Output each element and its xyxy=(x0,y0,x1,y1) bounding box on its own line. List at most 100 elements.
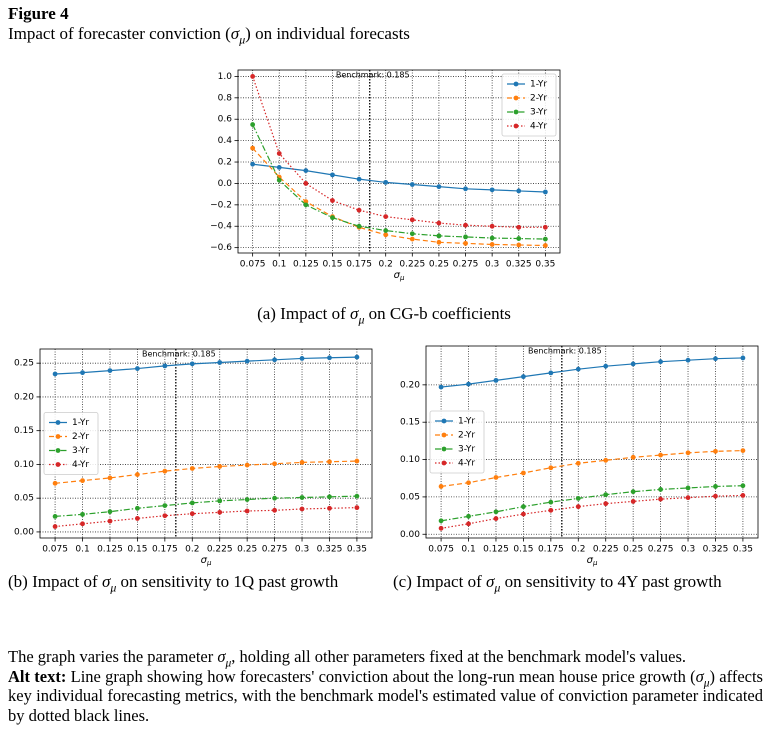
data-point xyxy=(489,223,495,229)
data-point xyxy=(493,475,499,480)
legend-marker xyxy=(513,95,519,101)
legend-marker xyxy=(441,460,447,466)
data-point xyxy=(52,371,58,377)
data-point xyxy=(52,480,58,486)
data-point xyxy=(330,215,335,221)
data-point xyxy=(542,189,548,195)
x-tick-label: 0.225 xyxy=(593,545,619,555)
symbol: σμ xyxy=(231,24,246,47)
data-point xyxy=(409,217,415,223)
text-run: on sensitivity to 1Q past growth xyxy=(116,572,339,591)
x-tick-label: 0.075 xyxy=(240,260,266,270)
caption: (c) Impact of σμ on sensitivity to 4Y pa… xyxy=(393,572,763,595)
data-point xyxy=(303,202,309,208)
data-point xyxy=(685,450,691,456)
data-point xyxy=(327,505,332,511)
data-point xyxy=(356,176,362,182)
x-axis-label: σμ xyxy=(587,555,598,567)
data-point xyxy=(303,168,309,173)
data-point xyxy=(463,240,468,246)
data-point xyxy=(383,214,389,220)
data-point xyxy=(542,243,548,248)
y-tick-label: 1.0 xyxy=(218,72,233,82)
data-point xyxy=(630,454,636,460)
plot-frame xyxy=(39,348,373,539)
legend-label: 4-Yr xyxy=(530,122,547,132)
data-point xyxy=(276,177,282,183)
data-point xyxy=(516,224,522,230)
data-point xyxy=(713,484,718,489)
data-point xyxy=(383,179,389,185)
data-point xyxy=(463,234,468,240)
data-point xyxy=(330,198,335,203)
data-point xyxy=(276,164,282,170)
data-point xyxy=(489,187,495,193)
bold-run: Alt text: xyxy=(8,666,67,686)
symbol-letter: σ xyxy=(587,555,594,566)
symbol-subscript: μ xyxy=(494,580,501,595)
y-tick-label: 0.6 xyxy=(218,115,233,125)
x-tick-label: 0.15 xyxy=(127,545,147,555)
data-point xyxy=(299,356,305,361)
symbol-subscript: μ xyxy=(592,559,598,567)
symbol-subscript: μ xyxy=(703,676,710,689)
text-run: ) on individual forecasts xyxy=(245,24,410,43)
legend-marker xyxy=(513,123,519,129)
data-point xyxy=(521,374,526,380)
legend-label: 2-Yr xyxy=(72,432,89,442)
x-tick-label: 0.15 xyxy=(513,545,533,555)
benchmark-label: Benchmark: 0.185 xyxy=(336,71,410,80)
data-point xyxy=(685,495,691,501)
data-point xyxy=(354,354,360,360)
x-tick-label: 0.3 xyxy=(681,545,695,555)
data-point xyxy=(521,504,526,510)
data-point xyxy=(299,460,305,465)
data-point xyxy=(189,500,195,506)
x-tick-label: 0.35 xyxy=(535,260,555,270)
data-point xyxy=(436,239,442,245)
data-point xyxy=(299,506,305,512)
data-point xyxy=(542,224,548,230)
benchmark-label: Benchmark: 0.185 xyxy=(142,350,216,359)
data-point xyxy=(521,511,526,517)
data-point xyxy=(713,356,718,362)
y-tick-label: 0.20 xyxy=(14,392,34,402)
data-point xyxy=(80,478,85,484)
data-point xyxy=(438,518,444,524)
data-point xyxy=(250,122,256,127)
symbol: σμ xyxy=(486,572,501,595)
series-line xyxy=(441,357,743,388)
data-point xyxy=(80,511,85,517)
symbol-subscript: μ xyxy=(399,274,405,282)
legend-label: 1-Yr xyxy=(530,80,547,90)
figure-label: Figure 4 xyxy=(8,4,69,23)
text-run: (c) Impact of xyxy=(393,572,486,591)
x-tick-label: 0.15 xyxy=(322,260,342,270)
x-axis-label: σμ xyxy=(394,270,405,282)
x-tick-label: 0.2 xyxy=(379,260,393,270)
data-point xyxy=(493,377,499,383)
x-tick-label: 0.25 xyxy=(237,545,257,555)
data-point xyxy=(685,357,691,363)
data-point xyxy=(272,495,277,501)
x-tick-label: 0.325 xyxy=(703,545,729,555)
symbol: σμ xyxy=(350,304,364,325)
symbol-subscript: μ xyxy=(239,32,246,47)
data-point xyxy=(575,496,581,501)
legend-marker xyxy=(55,434,61,439)
symbol-letter: σ xyxy=(101,572,111,591)
data-point xyxy=(466,521,471,527)
data-point xyxy=(489,242,495,247)
data-point xyxy=(162,513,168,519)
data-point xyxy=(463,222,468,228)
caption: (a) Impact of σμ on CG-b coefficients xyxy=(0,304,768,325)
plot-frame xyxy=(425,345,759,539)
symbol: σμ xyxy=(217,647,231,669)
data-point xyxy=(135,505,140,511)
data-point xyxy=(493,509,499,515)
y-tick-label: 0.8 xyxy=(218,93,233,103)
data-point xyxy=(516,188,522,194)
symbol-subscript: μ xyxy=(110,580,117,595)
data-point xyxy=(409,182,415,187)
data-point xyxy=(409,231,415,237)
